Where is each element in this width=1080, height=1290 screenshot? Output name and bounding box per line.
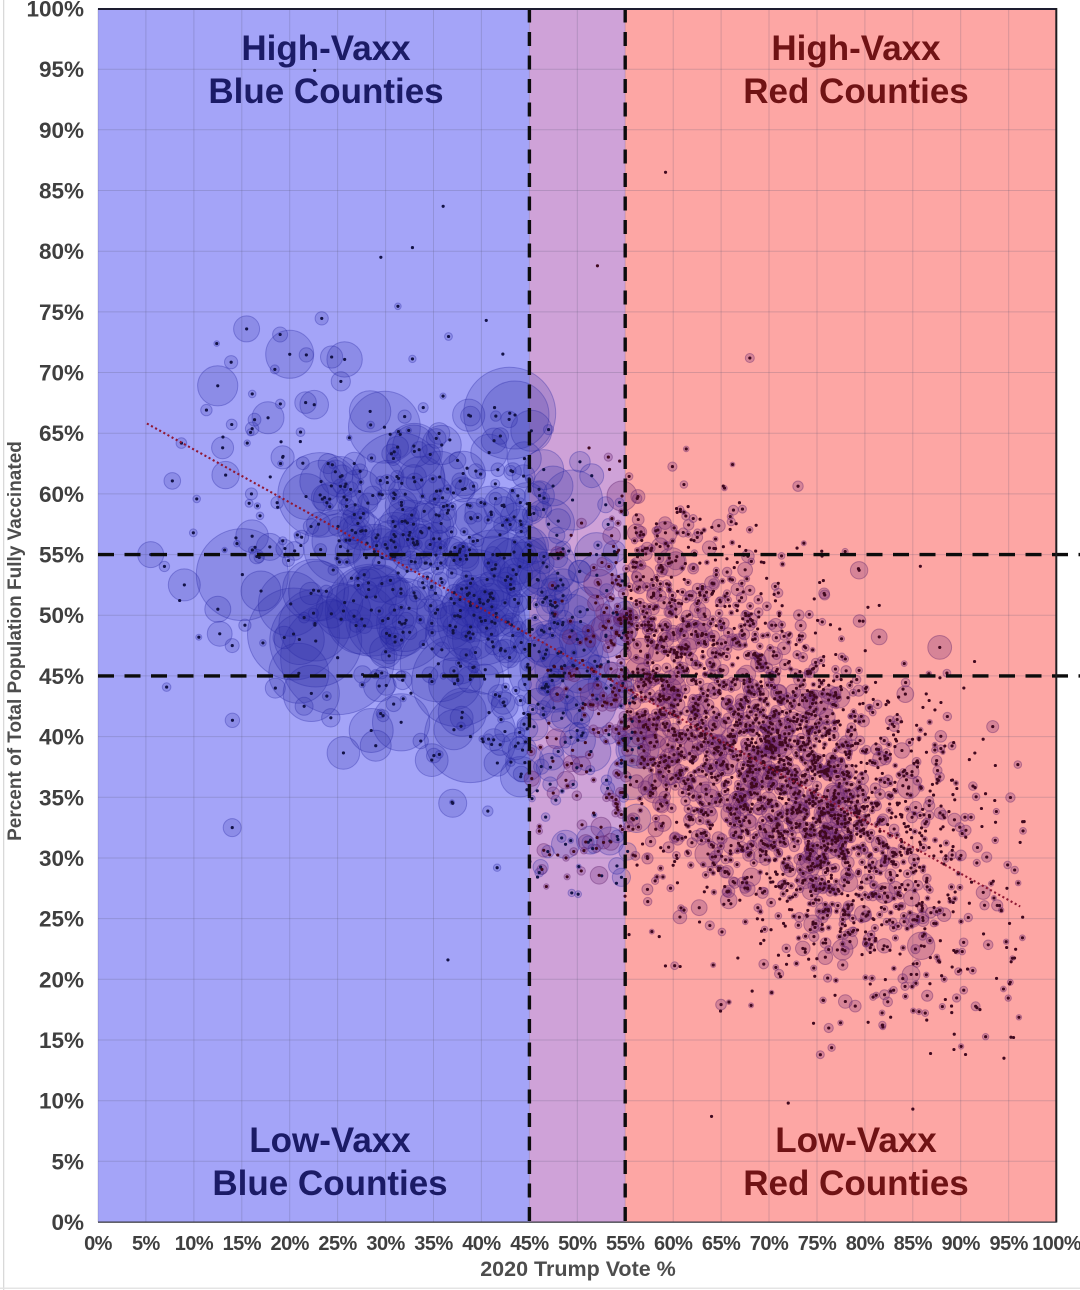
svg-text:100%: 100% (1032, 1233, 1080, 1255)
svg-text:65%: 65% (39, 421, 84, 446)
svg-text:70%: 70% (39, 361, 84, 386)
svg-text:20%: 20% (271, 1233, 310, 1255)
svg-text:Low-Vaxx: Low-Vaxx (249, 1121, 411, 1160)
svg-text:0%: 0% (51, 1210, 84, 1235)
svg-text:75%: 75% (798, 1233, 837, 1255)
svg-text:5%: 5% (51, 1149, 84, 1174)
svg-text:Blue Counties: Blue Counties (208, 72, 443, 111)
svg-text:35%: 35% (39, 785, 84, 810)
svg-text:15%: 15% (223, 1233, 262, 1255)
svg-text:75%: 75% (39, 300, 84, 325)
svg-text:85%: 85% (39, 179, 84, 204)
svg-text:60%: 60% (654, 1233, 693, 1255)
svg-text:90%: 90% (39, 118, 84, 143)
svg-text:10%: 10% (175, 1233, 214, 1255)
svg-text:20%: 20% (39, 967, 84, 992)
svg-text:15%: 15% (39, 1028, 84, 1053)
svg-text:25%: 25% (318, 1233, 357, 1255)
svg-text:Red Counties: Red Counties (743, 1164, 969, 1203)
svg-text:50%: 50% (558, 1233, 597, 1255)
svg-text:95%: 95% (39, 57, 84, 82)
svg-text:95%: 95% (990, 1233, 1029, 1255)
svg-text:50%: 50% (39, 603, 84, 628)
svg-text:45%: 45% (510, 1233, 549, 1255)
svg-text:High-Vaxx: High-Vaxx (241, 29, 411, 68)
svg-text:Low-Vaxx: Low-Vaxx (775, 1121, 937, 1160)
svg-text:30%: 30% (366, 1233, 405, 1255)
svg-text:55%: 55% (606, 1233, 645, 1255)
svg-text:5%: 5% (132, 1233, 161, 1255)
svg-text:80%: 80% (39, 239, 84, 264)
svg-text:25%: 25% (39, 907, 84, 932)
svg-text:80%: 80% (846, 1233, 885, 1255)
svg-text:45%: 45% (39, 664, 84, 689)
svg-text:60%: 60% (39, 482, 84, 507)
svg-text:70%: 70% (750, 1233, 789, 1255)
svg-text:Red Counties: Red Counties (743, 72, 969, 111)
svg-text:10%: 10% (39, 1089, 84, 1114)
svg-text:40%: 40% (39, 725, 84, 750)
svg-text:55%: 55% (39, 543, 84, 568)
svg-text:2020 Trump Vote %: 2020 Trump Vote % (480, 1257, 676, 1281)
svg-text:Blue Counties: Blue Counties (212, 1164, 447, 1203)
svg-text:High-Vaxx: High-Vaxx (771, 29, 941, 68)
svg-text:100%: 100% (26, 0, 84, 22)
svg-text:65%: 65% (702, 1233, 741, 1255)
svg-text:0%: 0% (84, 1233, 113, 1255)
svg-text:35%: 35% (414, 1233, 453, 1255)
svg-text:40%: 40% (462, 1233, 501, 1255)
svg-text:Percent of Total Population Fu: Percent of Total Population Fully Vaccin… (5, 441, 26, 841)
svg-text:30%: 30% (39, 846, 84, 871)
svg-text:90%: 90% (942, 1233, 981, 1255)
svg-text:85%: 85% (894, 1233, 933, 1255)
